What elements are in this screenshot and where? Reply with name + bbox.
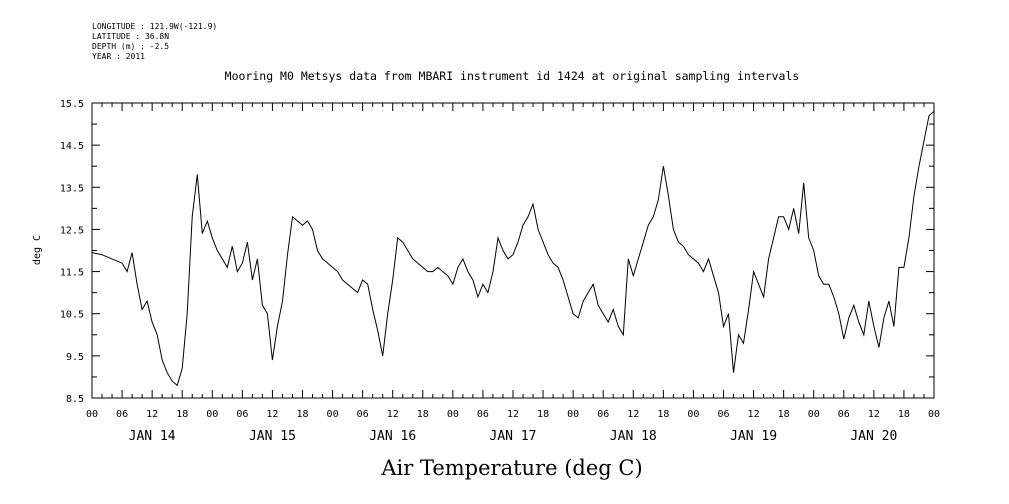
x-tick-label: 00 xyxy=(447,409,459,420)
y-tick-label: 9.5 xyxy=(66,352,84,363)
plot-frame xyxy=(91,102,935,399)
y-tick-label: 13.5 xyxy=(60,183,84,194)
x-tick-label: 06 xyxy=(357,409,369,420)
year-text: YEAR : 2011 xyxy=(92,52,145,61)
x-tick-label: 12 xyxy=(387,409,399,420)
latitude-text: LATITUDE : 36.8N xyxy=(92,32,170,41)
x-tick-label: 18 xyxy=(657,409,669,420)
x-axis: 00 06 12 18 00 06 12 18 00 06 12 18 00 06 12 18 00 06 12 18… xyxy=(86,103,940,444)
x-tick-label: 06 xyxy=(116,409,128,420)
y-tick-label: 8.5 xyxy=(66,394,84,405)
y-tick-label: 11.5 xyxy=(60,268,84,279)
series-line-air-temperature xyxy=(91,111,935,387)
y-axis-label: deg C xyxy=(32,235,43,265)
x-tick-label: 18 xyxy=(778,409,790,420)
day-label: JAN 17 xyxy=(490,429,537,444)
station-metadata: LONGITUDE : 121.9W(-121.9) LATITUDE : 36… xyxy=(92,22,217,62)
x-tick-label: 06 xyxy=(236,409,248,420)
x-tick-label: 00 xyxy=(327,409,339,420)
y-tick-label: 14.5 xyxy=(60,141,84,152)
y-tick-label: 15.5 xyxy=(60,99,84,110)
x-tick-label: 18 xyxy=(296,409,308,420)
day-label: JAN 20 xyxy=(850,429,897,444)
x-tick-label: 06 xyxy=(838,409,850,420)
x-tick-label: 12 xyxy=(748,409,760,420)
x-tick-label: 00 xyxy=(928,409,940,420)
x-tick-label: 12 xyxy=(266,409,278,420)
chart-title: Mooring M0 Metsys data from MBARI instru… xyxy=(225,69,800,83)
x-tick-label: 06 xyxy=(597,409,609,420)
longitude-text: LONGITUDE : 121.9W(-121.9) xyxy=(92,22,218,31)
x-tick-label: 12 xyxy=(868,409,880,420)
x-tick-label: 12 xyxy=(507,409,519,420)
x-tick-label: 00 xyxy=(86,409,98,420)
x-tick-label: 18 xyxy=(176,409,188,420)
depth-text: DEPTH (m) : -2.5 xyxy=(92,42,170,51)
y-axis: 8.5 9.5 10.5 11.5 12.5 13.5 14.5 15.5 xyxy=(60,99,934,405)
y-tick-label: 10.5 xyxy=(60,310,84,321)
x-tick-label: 18 xyxy=(898,409,910,420)
x-tick-label: 00 xyxy=(567,409,579,420)
x-tick-label: 18 xyxy=(537,409,549,420)
x-tick-label: 00 xyxy=(206,409,218,420)
x-tick-label: 12 xyxy=(146,409,158,420)
day-label: JAN 18 xyxy=(610,429,657,444)
x-tick-label: 06 xyxy=(477,409,489,420)
x-tick-label: 06 xyxy=(717,409,729,420)
day-label: JAN 16 xyxy=(369,429,416,444)
x-tick-label: 18 xyxy=(417,409,429,420)
day-label: JAN 15 xyxy=(249,429,296,444)
x-tick-label: 00 xyxy=(808,409,820,420)
x-axis-label: Air Temperature (deg C) xyxy=(380,456,642,480)
y-tick-label: 12.5 xyxy=(60,225,84,236)
day-label: JAN 19 xyxy=(730,429,777,444)
x-tick-label: 00 xyxy=(687,409,699,420)
x-tick-label: 12 xyxy=(627,409,639,420)
day-label: JAN 14 xyxy=(129,429,176,444)
